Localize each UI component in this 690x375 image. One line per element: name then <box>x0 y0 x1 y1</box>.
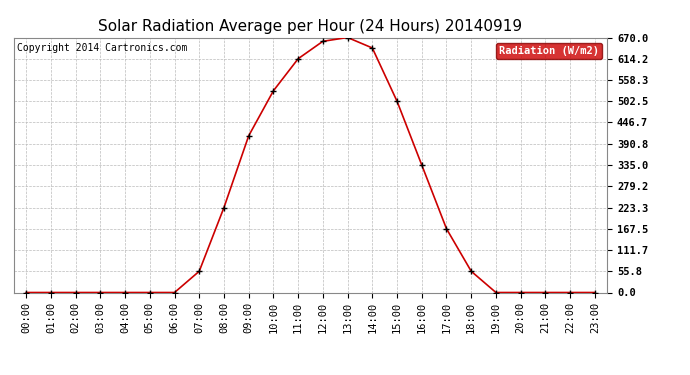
Legend: Radiation (W/m2): Radiation (W/m2) <box>495 43 602 59</box>
Text: Copyright 2014 Cartronics.com: Copyright 2014 Cartronics.com <box>17 43 187 52</box>
Title: Solar Radiation Average per Hour (24 Hours) 20140919: Solar Radiation Average per Hour (24 Hou… <box>99 18 522 33</box>
